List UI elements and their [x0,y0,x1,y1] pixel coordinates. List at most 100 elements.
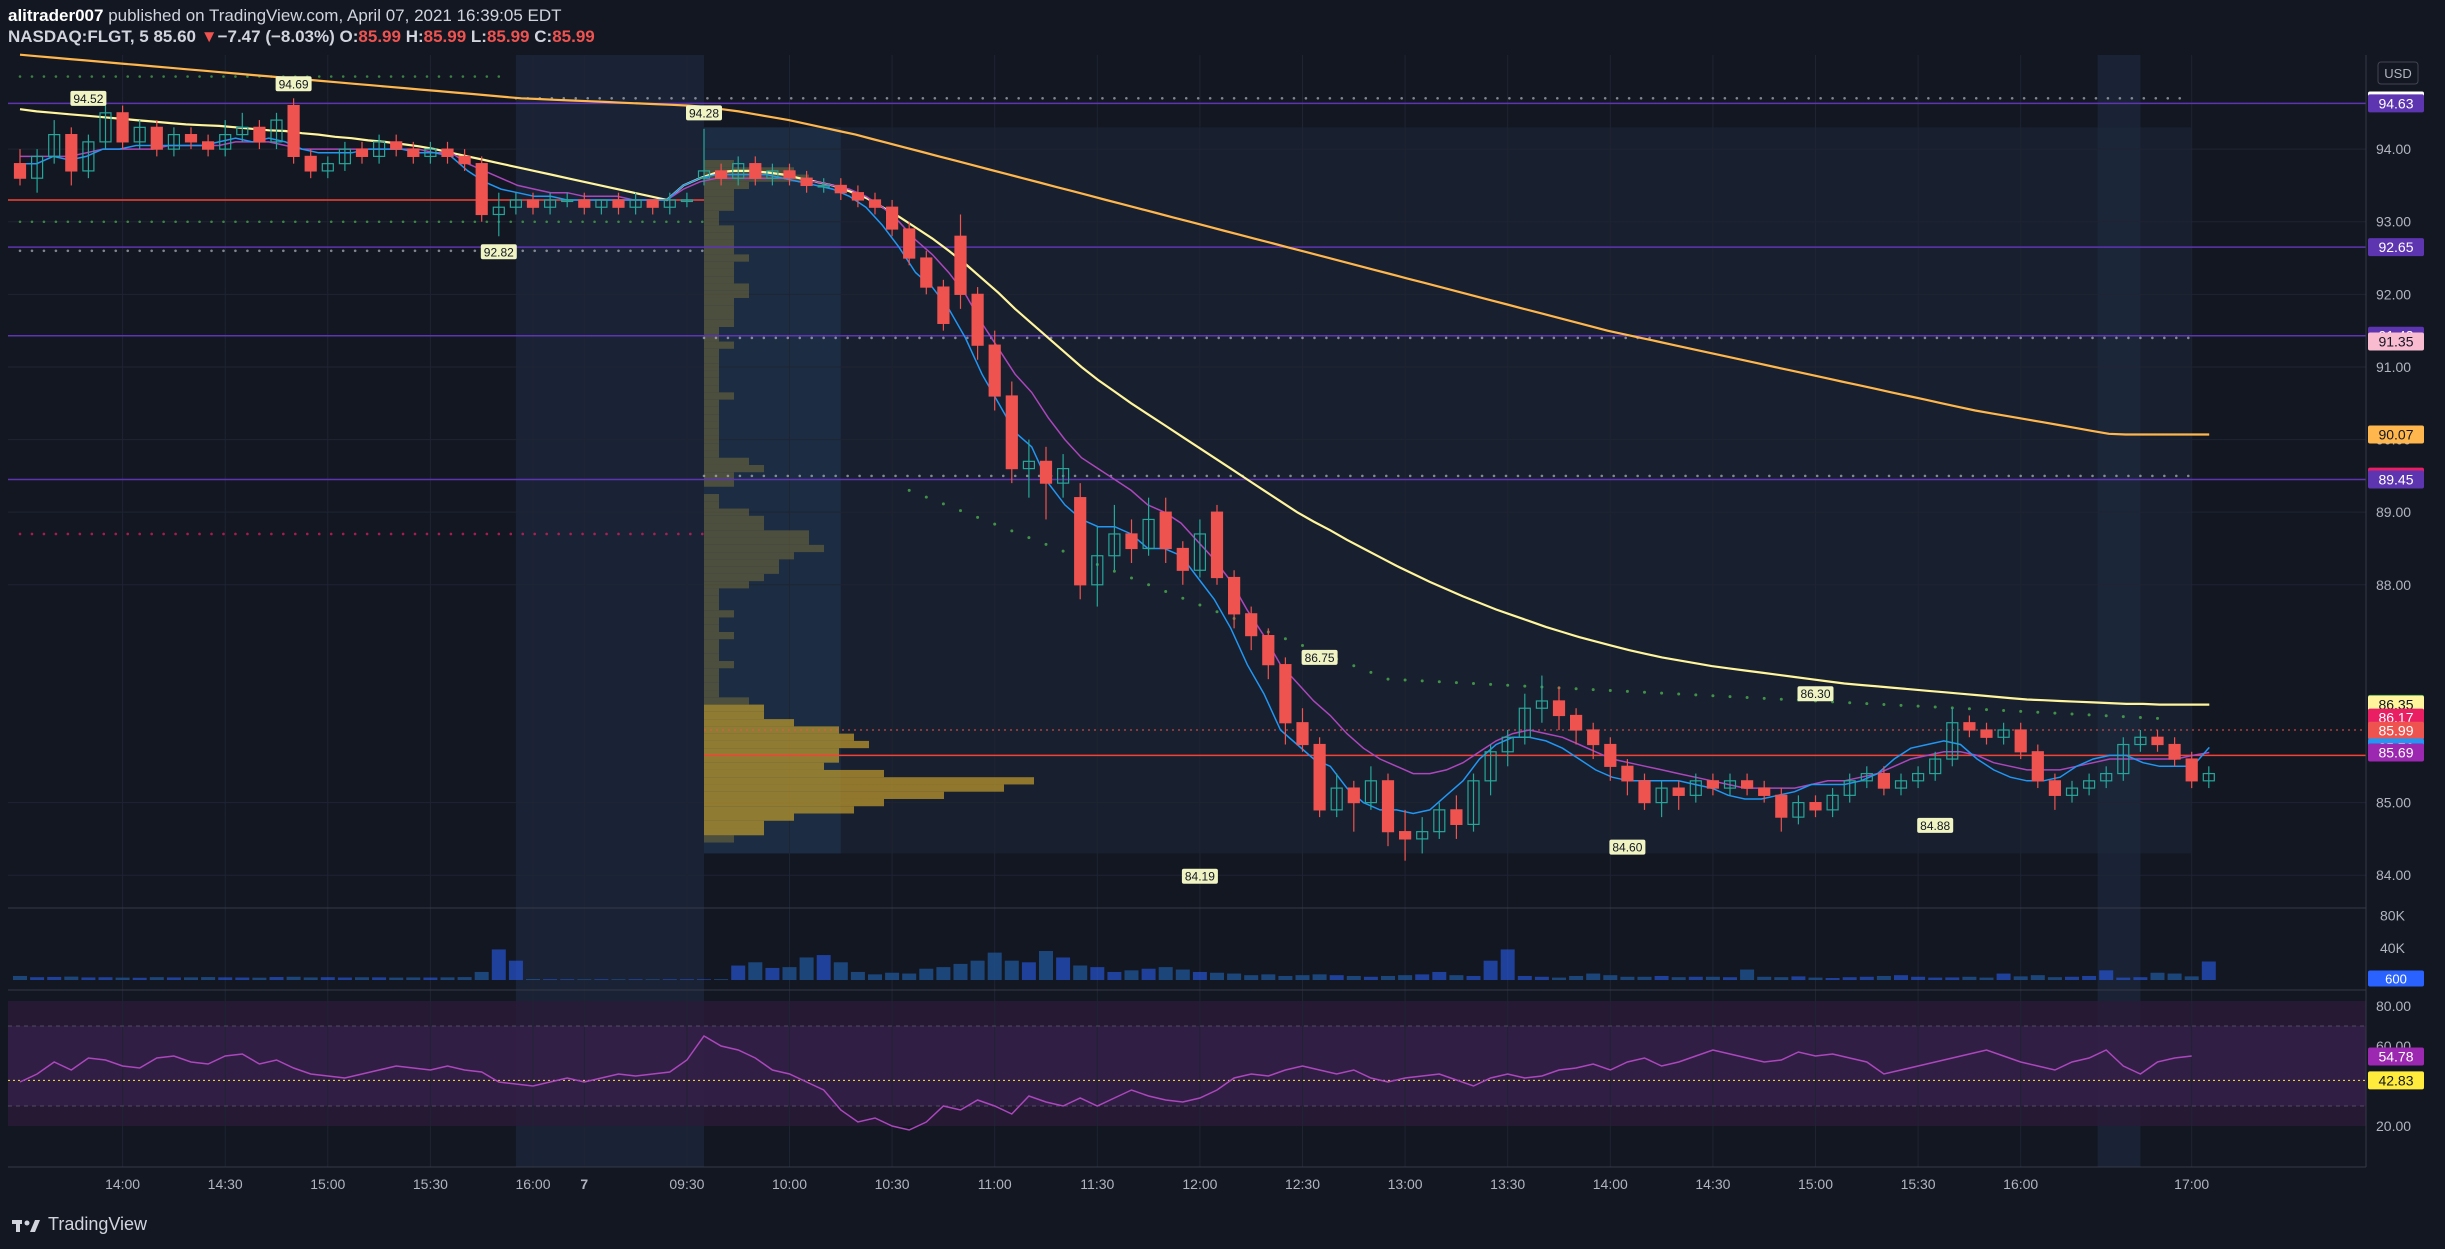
channel-dot [126,220,130,224]
channel-dot [42,249,46,253]
channel-dot [521,220,525,224]
candle-body [492,206,505,216]
channel-dot [54,532,58,536]
profile-bar [704,414,719,422]
channel-dot [162,220,165,224]
channel-dot [473,249,477,253]
channel-dot [569,220,572,224]
candle-body [920,257,933,288]
volume-bar [30,977,45,980]
candle-body [338,148,351,165]
candle-body [1347,787,1360,804]
rsi-line [19,1035,2192,1131]
stop-dot [1403,678,1407,682]
range-box [704,127,2192,854]
profile-bar [704,232,734,240]
stop-dot [1181,596,1185,600]
profile-bar [704,537,809,545]
channel-dot [1995,474,1999,478]
channel-dot [1508,97,1511,100]
channel-dot [1983,336,1987,340]
channel-dot [1732,474,1735,478]
channel-dot [1815,336,1819,340]
channel-dot [653,220,656,224]
volume-bar [64,976,79,980]
channel-dot [750,474,754,478]
profile-bar [704,406,719,415]
profile-bar [704,835,734,843]
annotation-text: 84.60 [1612,841,1642,855]
candle-body [1587,729,1600,746]
time-tick-label: 15:30 [1901,1176,1936,1192]
channel-dot [1923,474,1927,478]
channel-dot [1768,336,1771,340]
profile-bar [704,682,719,691]
channel-dot [54,249,58,253]
channel-dot [906,336,909,340]
channel-dot [1780,336,1783,340]
volume-bar [2099,970,2114,980]
channel-dot [1839,336,1843,340]
channel-dot [1795,97,1798,100]
profile-bar [704,399,719,407]
stop-dot [1625,689,1629,693]
channel-dot [1313,336,1316,340]
candle-body [1279,664,1292,724]
author-name[interactable]: alitrader007 [8,6,104,25]
candle-body [1569,714,1583,731]
candle-body [903,228,916,259]
channel-dot [694,97,697,100]
profile-bar [704,189,734,197]
profile-bar [704,305,734,313]
tradingview-logo[interactable]: TradingView [12,1214,147,1235]
currency-label[interactable]: USD [2384,66,2411,81]
channel-dot [102,249,106,253]
price-axis-value: 89.45 [2378,472,2413,488]
candle-body [1296,722,1309,746]
channel-dot [461,220,465,224]
channel-dot [1711,97,1715,100]
channel-dot [598,97,601,100]
price-tick-label: 88.00 [2376,577,2411,593]
annotation-box [1301,649,1338,665]
candle-body [1911,772,1925,782]
time-tick-label: 11:00 [978,1176,1012,1192]
channel-dot [1316,97,1320,100]
channel-dot [114,249,118,253]
channel-dot [569,532,572,536]
symbol-label[interactable]: NASDAQ:FLGT, 5 [8,27,149,46]
stop-dot [959,509,962,513]
channel-dot [885,97,889,100]
volume-bar [1500,949,1515,980]
candle-body [988,344,1001,397]
channel-dot [1133,336,1137,340]
rsi-axis-value: 54.78 [2378,1048,2413,1064]
channel-dot [798,336,802,340]
channel-dot [2094,97,2098,100]
channel-dot [1229,474,1232,478]
volume-bar [1227,973,1242,980]
price-chart[interactable]: 94.52 94.69 94.28 92.82 86.75 86.30 84.19 84.60… [0,52,2445,1200]
candle-body [1142,518,1155,550]
profile-bar [704,828,764,836]
channel-dot [849,97,853,100]
profile-bar [704,769,884,778]
channel-dot [1396,474,1400,478]
channel-dot [593,249,596,253]
channel-dot [1911,336,1915,340]
channel-dot [1567,97,1571,100]
channel-dot [1791,474,1795,478]
channel-dot [1887,474,1891,478]
channel-dot [846,474,849,478]
channel-dot [497,75,501,78]
profile-bar [704,327,719,335]
channel-dot [1663,97,1667,100]
channel-dot [1783,97,1787,100]
channel-dot [714,336,718,340]
channel-dot [485,220,489,224]
channel-dot [1516,336,1520,340]
channel-dot [150,220,153,224]
volume-bar [1876,975,1891,980]
channel-dot [2070,97,2074,100]
volume-bar [560,979,575,980]
